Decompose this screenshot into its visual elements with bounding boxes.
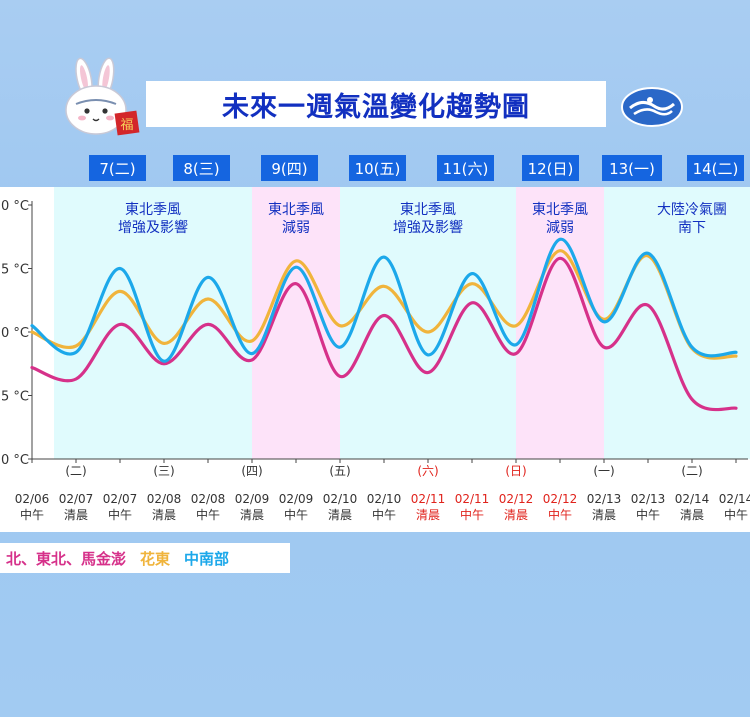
background-band: [340, 187, 516, 459]
y-tick-label: 15 °C: [0, 390, 29, 405]
day-tab: 10(五): [349, 155, 406, 181]
x-time-label: 中午: [196, 507, 220, 522]
series-line-north: [30, 256, 738, 412]
x-weekday-label: (四): [241, 464, 262, 478]
series-line-central-south: [30, 237, 738, 363]
x-weekday-label: (五): [329, 464, 350, 478]
x-date-label: 02/14: [719, 492, 750, 506]
x-date-label: 02/09: [279, 492, 314, 506]
day-tab: 13(一): [602, 155, 662, 181]
x-weekday-label: (二): [681, 464, 702, 478]
temperature-line-chart: 東北季風增強及影響東北季風減弱東北季風增強及影響東北季風減弱大陸冷氣團南下10 …: [0, 187, 750, 522]
annotation-line2: 南下: [678, 220, 706, 236]
x-time-label: 中午: [636, 507, 660, 522]
annotation-line2: 減弱: [282, 219, 310, 236]
weather-bureau-logo-icon: [621, 87, 683, 127]
x-date-label: 02/10: [323, 492, 358, 506]
x-date-label: 02/07: [59, 492, 94, 506]
x-date-label: 02/12: [543, 492, 578, 506]
annotation-line1: 東北季風: [268, 202, 324, 218]
x-weekday-label: (一): [593, 464, 614, 478]
annotation-line1: 東北季風: [532, 202, 588, 218]
x-date-label: 02/06: [15, 492, 50, 506]
x-weekday-label: (六): [417, 464, 438, 478]
x-time-label: 清晨: [240, 508, 264, 522]
rabbit-mascot-icon: 福: [65, 57, 140, 136]
x-date-label: 02/11: [455, 492, 490, 506]
day-tab: 7(二): [89, 155, 146, 181]
x-date-label: 02/13: [631, 492, 666, 506]
x-time-label: 中午: [372, 507, 396, 522]
y-tick-label: 25 °C: [0, 263, 29, 278]
x-time-label: 中午: [548, 507, 572, 522]
background-band: [604, 187, 750, 459]
x-time-label: 中午: [20, 507, 44, 522]
x-time-label: 中午: [460, 507, 484, 522]
x-weekday-label: (二): [65, 464, 86, 478]
y-tick-label: 10 °C: [0, 453, 29, 468]
x-date-label: 02/08: [147, 492, 182, 506]
annotation-line1: 東北季風: [125, 202, 181, 218]
legend-north: 北、東北、馬金澎: [6, 549, 127, 568]
x-date-label: 02/09: [235, 492, 270, 506]
x-time-label: 清晨: [416, 508, 440, 522]
x-time-label: 中午: [108, 507, 132, 522]
day-tab: 12(日): [522, 155, 579, 181]
background-band: [54, 187, 252, 459]
x-time-label: 清晨: [152, 508, 176, 522]
day-tab: 14(二): [687, 155, 744, 181]
x-time-label: 清晨: [328, 508, 352, 522]
x-time-label: 中午: [284, 507, 308, 522]
x-time-label: 清晨: [592, 508, 616, 522]
x-date-label: 02/10: [367, 492, 402, 506]
fortune-badge: 福: [114, 110, 140, 136]
annotation-line2: 減弱: [546, 219, 574, 236]
svg-text:福: 福: [120, 118, 133, 133]
x-date-label: 02/13: [587, 492, 622, 506]
y-tick-label: 20 °C: [0, 326, 29, 341]
x-time-label: 中午: [724, 507, 748, 522]
day-tab: 8(三): [173, 155, 230, 181]
x-date-label: 02/08: [191, 492, 226, 506]
legend-central-south: 中南部: [184, 549, 230, 568]
x-time-label: 清晨: [504, 508, 528, 522]
x-weekday-label: (日): [505, 464, 526, 478]
x-date-label: 02/07: [103, 492, 138, 506]
annotation-line2: 增強及影響: [118, 219, 188, 236]
annotation-line2: 增強及影響: [393, 219, 463, 236]
legend: 北、東北、馬金澎 花東 中南部: [0, 543, 290, 573]
day-tab: 11(六): [437, 155, 494, 181]
annotation-line1: 東北季風: [400, 202, 456, 218]
chart-title: 未來一週氣溫變化趨勢圖: [146, 81, 606, 127]
x-date-label: 02/11: [411, 492, 446, 506]
x-weekday-label: (三): [153, 464, 174, 478]
y-tick-label: 30 °C: [0, 199, 29, 214]
x-time-label: 清晨: [64, 508, 88, 522]
legend-east: 花東: [140, 549, 171, 568]
day-tab: 9(四): [261, 155, 318, 181]
x-date-label: 02/12: [499, 492, 534, 506]
x-time-label: 清晨: [680, 508, 704, 522]
annotation-line1: 大陸冷氣團: [657, 202, 727, 218]
x-date-label: 02/14: [675, 492, 710, 506]
